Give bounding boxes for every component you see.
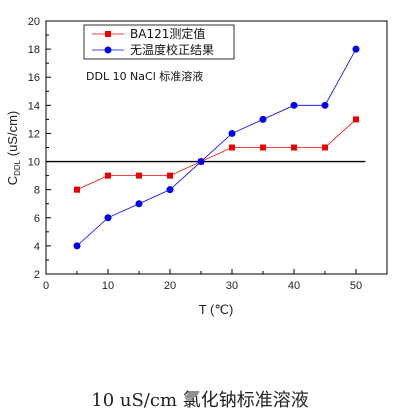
data-point-series-2 xyxy=(135,200,143,208)
y-axis-label-sub: DDL xyxy=(13,159,22,176)
y-tick-label: 10 xyxy=(28,157,40,169)
x-tick-label: 50 xyxy=(350,280,362,292)
y-axis-label: CDDL (uS/cm) xyxy=(5,111,22,186)
x-tick-label: 10 xyxy=(102,280,114,292)
chart: 0 10 20 30 40 50 2 4 6 8 10 12 14 16 18 20 BA121测定值 无温度… xyxy=(5,16,388,317)
data-point-series-1 xyxy=(167,172,173,179)
data-point-series-2 xyxy=(259,115,267,123)
y-tick-label: 2 xyxy=(34,269,40,281)
axis-ticks: 0 10 20 30 40 50 2 4 6 8 10 12 14 16 18 20 xyxy=(28,16,362,292)
legend-label-series-1: BA121测定值 xyxy=(130,26,205,41)
x-tick-label: 20 xyxy=(164,280,176,292)
data-point-series-1 xyxy=(74,186,80,193)
legend-marker-series-2 xyxy=(104,46,112,54)
x-tick-label: 40 xyxy=(288,280,300,292)
series-group xyxy=(73,45,360,250)
y-tick-label: 4 xyxy=(34,241,40,253)
y-tick-label: 20 xyxy=(28,16,40,28)
data-point-series-2 xyxy=(290,101,298,109)
data-point-series-2 xyxy=(166,186,174,194)
y-tick-label: 12 xyxy=(28,128,40,140)
series-line-2 xyxy=(76,48,357,247)
chart-annotation: DDL 10 NaCl 标准溶液 xyxy=(86,69,203,83)
y-axis-label-main: C xyxy=(5,176,20,185)
y-tick-label: 16 xyxy=(28,72,40,84)
x-axis-label: T (℃) xyxy=(199,302,234,317)
series-line-1 xyxy=(76,119,357,191)
legend-marker-series-1 xyxy=(105,31,111,37)
data-point-series-1 xyxy=(105,172,111,179)
data-point-series-1 xyxy=(291,144,297,151)
y-tick-label: 8 xyxy=(34,185,40,197)
y-tick-label: 14 xyxy=(28,100,40,112)
data-point-series-1 xyxy=(260,144,266,151)
legend-label-series-2: 无温度校正结果 xyxy=(130,42,214,57)
legend: BA121测定值 无温度校正结果 xyxy=(83,24,235,60)
data-point-series-2 xyxy=(73,242,81,250)
data-point-series-2 xyxy=(104,214,112,222)
data-point-series-1 xyxy=(136,172,142,179)
data-point-series-1 xyxy=(353,116,359,123)
y-axis-label-unit: (uS/cm) xyxy=(5,111,20,160)
y-tick-label: 18 xyxy=(28,44,40,56)
data-point-series-1 xyxy=(229,144,235,151)
data-point-series-2 xyxy=(228,129,236,137)
y-tick-label: 6 xyxy=(34,213,40,225)
data-point-series-2 xyxy=(197,158,205,166)
x-tick-label: 0 xyxy=(43,280,49,292)
x-tick-label: 30 xyxy=(226,280,238,292)
figure-caption: 10 uS/cm 氯化钠标准溶液 xyxy=(91,390,309,411)
data-point-series-1 xyxy=(322,144,328,151)
data-point-series-2 xyxy=(321,101,329,109)
data-point-series-2 xyxy=(352,45,360,53)
